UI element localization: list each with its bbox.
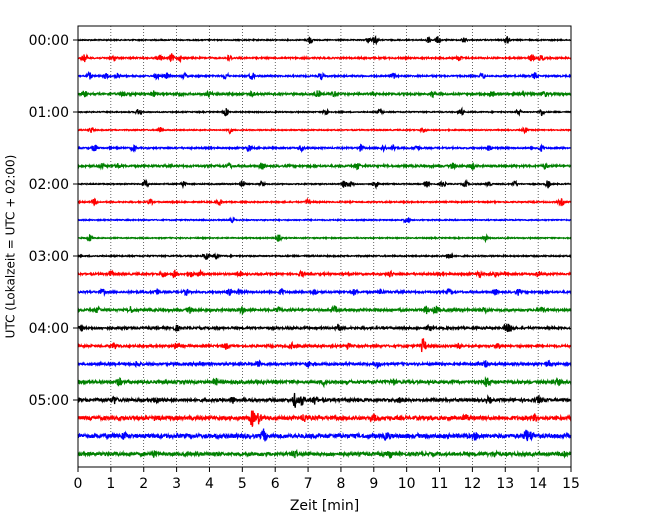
y-axis-label: UTC (Lokalzeit = UTC + 02:00) — [4, 155, 18, 339]
trace-0445 — [77, 375, 572, 389]
y-tick-label: 01:00 — [29, 105, 69, 121]
trace-0045 — [77, 89, 572, 99]
y-axis-ticks: 00:00 01:00 02:00 03:00 04:00 05:00 — [29, 33, 78, 409]
y-tick-label: 05:00 — [29, 393, 69, 409]
x-tick-label: 14 — [529, 476, 547, 492]
trace-lines — [77, 35, 572, 460]
trace-0515 — [77, 410, 572, 427]
x-tick-label: 0 — [74, 476, 83, 492]
trace-0545 — [77, 448, 572, 460]
x-tick-label: 15 — [562, 476, 580, 492]
trace-0200 — [77, 178, 572, 190]
y-tick-label: 00:00 — [29, 33, 69, 49]
trace-0430 — [77, 359, 572, 370]
trace-0230 — [77, 216, 572, 224]
x-tick-label: 9 — [369, 476, 378, 492]
trace-0100 — [77, 106, 572, 117]
trace-0030 — [77, 70, 572, 81]
trace-0130 — [77, 143, 572, 154]
y-tick-label: 02:00 — [29, 177, 69, 193]
trace-0115 — [77, 126, 572, 135]
x-tick-label: 1 — [106, 476, 115, 492]
trace-0245 — [77, 233, 572, 244]
x-tick-label: 2 — [139, 476, 148, 492]
x-tick-label: 3 — [172, 476, 181, 492]
x-tick-label: 5 — [238, 476, 247, 492]
x-tick-label: 13 — [496, 476, 514, 492]
trace-0345 — [77, 305, 572, 316]
trace-0415 — [77, 338, 572, 353]
x-tick-label: 6 — [271, 476, 280, 492]
trace-0330 — [77, 287, 572, 297]
trace-0500 — [77, 392, 572, 408]
x-tick-label: 4 — [205, 476, 214, 492]
x-tick-label: 11 — [431, 476, 449, 492]
trace-0300 — [77, 252, 572, 261]
trace-0145 — [77, 162, 572, 171]
y-tick-label: 03:00 — [29, 249, 69, 265]
trace-0215 — [77, 197, 572, 207]
x-tick-label: 12 — [463, 476, 481, 492]
x-axis-label: Zeit [min] — [290, 498, 359, 514]
plot-frame — [77, 25, 572, 468]
trace-0000 — [77, 35, 572, 46]
trace-0400 — [77, 323, 572, 333]
x-axis-ticks: 0 1 2 3 4 5 6 7 8 9 10 11 12 13 14 15 — [74, 467, 580, 492]
x-tick-label: 10 — [398, 476, 416, 492]
x-tick-label: 7 — [304, 476, 313, 492]
trace-0015 — [77, 53, 572, 64]
y-tick-label: 04:00 — [29, 321, 69, 337]
trace-0315 — [77, 268, 572, 279]
x-tick-label: 8 — [336, 476, 345, 492]
trace-0530 — [77, 428, 572, 442]
